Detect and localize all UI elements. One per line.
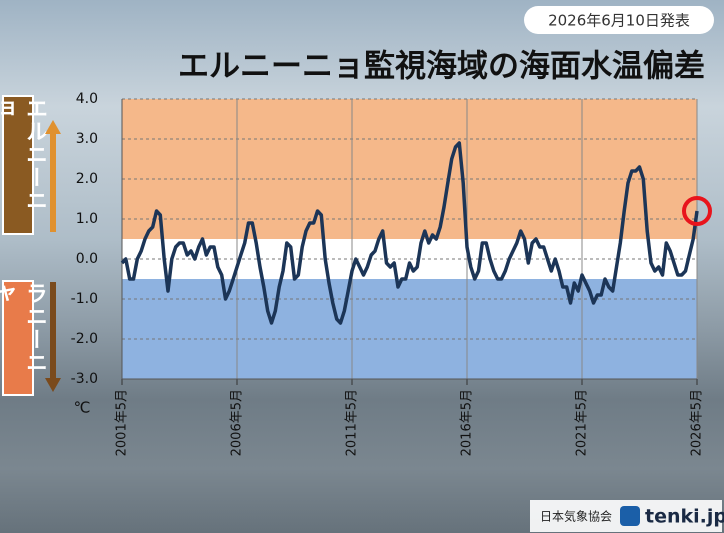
y-tick-label: -1.0: [71, 291, 98, 307]
y-unit: ℃: [74, 399, 91, 417]
down-arrow: [45, 282, 61, 392]
chart-title: エルニーニョ監視海域の海面水温偏差: [178, 49, 705, 85]
y-tick-label: 1.0: [76, 211, 98, 227]
x-tick-label: 2016年5月: [460, 389, 475, 456]
date-pill: [524, 6, 714, 34]
y-tick-label: -3.0: [71, 371, 98, 387]
up-arrow: [45, 120, 61, 232]
brand: tenki.jp: [645, 506, 724, 528]
x-tick-label: 2011年5月: [345, 389, 360, 456]
credit: 日本気象協会: [540, 509, 612, 524]
y-tick-label: 2.0: [76, 171, 98, 187]
logo-icon: [620, 506, 640, 526]
y-tick-label: -2.0: [71, 331, 98, 347]
y-tick-label: 3.0: [76, 131, 98, 147]
x-tick-label: 2026年5月: [690, 389, 705, 456]
band: [122, 99, 697, 239]
band: [122, 279, 697, 379]
highlight-circle: [682, 196, 712, 226]
y-tick-label: 4.0: [76, 91, 98, 107]
line: [120, 141, 699, 325]
lower-label: ラニーニャ: [0, 280, 47, 396]
x-tick-label: 2001年5月: [115, 389, 130, 456]
x-tick-label: 2006年5月: [230, 389, 245, 456]
x-tick-label: 2021年5月: [575, 389, 590, 456]
y-tick-label: 0.0: [76, 251, 98, 267]
subtitle: 2026年6月10日発表: [548, 12, 690, 30]
